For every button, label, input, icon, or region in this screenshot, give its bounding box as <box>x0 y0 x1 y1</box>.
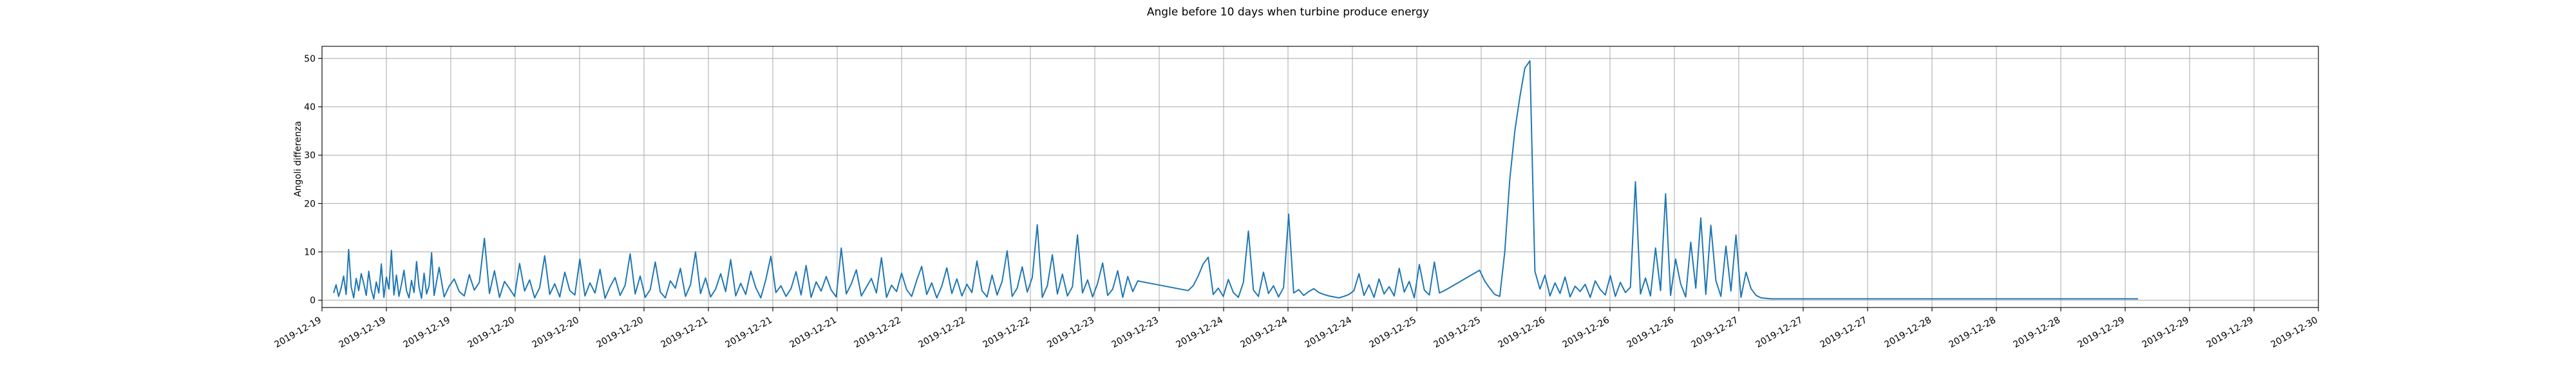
chart-title: Angle before 10 days when turbine produc… <box>1147 6 1429 19</box>
x-axis-ticks: 2019-12-19 2019-12-19 2019-12-19 2019-12-20… <box>273 308 2320 350</box>
x-tick-label: 2019-12-21 <box>724 315 774 351</box>
x-tick-label: 2019-12-29 <box>2205 315 2255 351</box>
y-tick-label: 50 <box>304 54 316 64</box>
x-tick-label: 2019-12-28 <box>1947 315 1998 351</box>
x-tick-label: 2019-12-29 <box>2076 315 2126 351</box>
x-tick-label: 2019-12-30 <box>2269 315 2320 351</box>
series-line <box>333 60 2138 300</box>
x-tick-label: 2019-12-25 <box>1368 315 1418 351</box>
y-tick-label: 0 <box>310 296 316 306</box>
y-tick-label: 40 <box>304 102 316 113</box>
x-tick-label: 2019-12-24 <box>1175 315 1226 351</box>
series-lines <box>333 60 2138 300</box>
x-tick-label: 2019-12-26 <box>1497 315 1548 351</box>
x-tick-label: 2019-12-23 <box>1110 315 1160 351</box>
x-tick-label: 2019-12-20 <box>595 315 645 351</box>
x-tick-label: 2019-12-26 <box>1625 315 1676 351</box>
axes-frame <box>321 46 2319 308</box>
x-tick-label: 2019-12-25 <box>1432 315 1482 351</box>
grid-lines <box>321 46 2319 308</box>
x-tick-label: 2019-12-24 <box>1303 315 1354 351</box>
x-tick-label: 2019-12-28 <box>2012 315 2062 351</box>
x-tick-label: 2019-12-24 <box>1239 315 1290 351</box>
x-tick-label: 2019-12-26 <box>1561 315 1612 351</box>
x-tick-label: 2019-12-23 <box>1046 315 1096 351</box>
y-axis-ticks: 0 10 20 30 40 50 <box>304 54 322 306</box>
x-tick-label: 2019-12-20 <box>466 315 516 351</box>
x-tick-label: 2019-12-19 <box>402 315 452 351</box>
x-tick-label: 2019-12-22 <box>981 315 1032 351</box>
y-tick-label: 30 <box>304 151 316 161</box>
y-tick-label: 20 <box>304 199 316 209</box>
y-axis-label: Angoli differenza <box>293 121 303 197</box>
x-tick-label: 2019-12-20 <box>531 315 581 351</box>
x-tick-label: 2019-12-21 <box>788 315 838 351</box>
x-tick-label: 2019-12-19 <box>337 315 388 351</box>
x-tick-label: 2019-12-21 <box>659 315 710 351</box>
x-tick-label: 2019-12-27 <box>1819 315 1869 351</box>
x-tick-label: 2019-12-27 <box>1690 315 1740 351</box>
x-tick-label: 2019-12-19 <box>273 315 323 351</box>
x-tick-label: 2019-12-22 <box>853 315 903 351</box>
x-tick-label: 2019-12-28 <box>1883 315 1933 351</box>
x-tick-label: 2019-12-29 <box>2141 315 2191 351</box>
y-tick-label: 10 <box>304 248 316 258</box>
x-tick-label: 2019-12-22 <box>917 315 967 351</box>
x-tick-label: 2019-12-27 <box>1754 315 1804 351</box>
